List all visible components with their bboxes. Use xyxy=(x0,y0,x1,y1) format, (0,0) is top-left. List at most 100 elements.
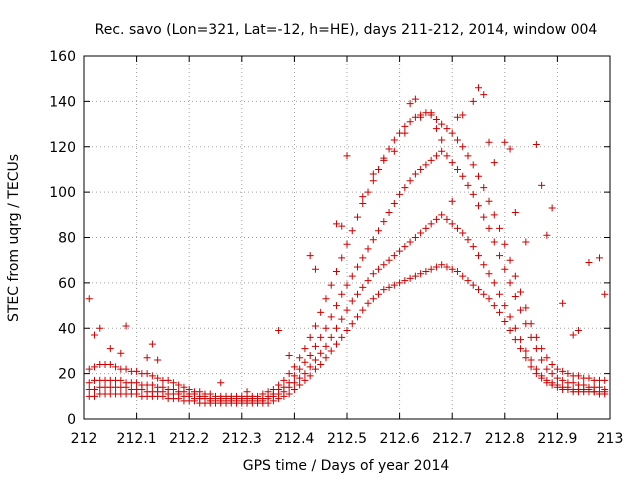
data-point xyxy=(380,286,388,294)
data-point xyxy=(438,136,446,144)
y-tick-label: 160 xyxy=(49,49,76,65)
data-point xyxy=(117,376,125,384)
data-point xyxy=(91,392,99,400)
data-point xyxy=(427,220,435,228)
data-point xyxy=(490,211,498,219)
data-point xyxy=(485,295,493,303)
data-point xyxy=(464,152,472,160)
data-point xyxy=(569,379,577,387)
data-point xyxy=(348,320,356,328)
data-point xyxy=(369,236,377,244)
data-point xyxy=(475,252,482,260)
data-point xyxy=(422,161,430,169)
data-point xyxy=(490,302,498,310)
data-point xyxy=(553,374,561,382)
data-point xyxy=(343,240,351,248)
data-point xyxy=(332,340,340,348)
data-point xyxy=(548,204,556,212)
data-point xyxy=(459,272,467,280)
data-point xyxy=(480,290,488,298)
data-point xyxy=(475,286,482,294)
chart-title: Rec. savo (Lon=321, Lat=-12, h=HE), days… xyxy=(95,22,598,38)
data-point xyxy=(485,197,493,205)
data-point xyxy=(369,295,377,303)
data-point xyxy=(354,313,362,321)
data-point xyxy=(496,224,504,232)
data-point xyxy=(327,333,335,341)
data-point xyxy=(327,313,335,321)
data-point xyxy=(338,290,346,298)
data-point xyxy=(453,268,461,276)
data-point xyxy=(585,374,593,382)
data-point xyxy=(311,356,319,364)
data-point xyxy=(406,238,414,246)
data-point xyxy=(469,281,477,289)
data-point xyxy=(301,376,309,384)
data-point xyxy=(343,306,351,314)
data-point xyxy=(306,372,314,380)
data-point xyxy=(417,165,425,173)
data-point xyxy=(359,283,367,291)
data-point xyxy=(117,349,125,357)
data-point xyxy=(585,258,593,266)
data-point xyxy=(169,379,177,387)
data-point xyxy=(443,215,451,223)
data-point xyxy=(459,172,467,180)
y-axis-label: STEC from uqrg / TECUs xyxy=(6,154,22,322)
data-point xyxy=(317,308,325,316)
x-tick-label: 212 xyxy=(71,431,98,447)
data-point xyxy=(506,145,514,153)
data-point xyxy=(327,347,335,355)
data-point xyxy=(527,320,535,328)
data-point xyxy=(354,263,362,271)
data-point xyxy=(469,190,477,198)
data-point xyxy=(559,367,567,375)
x-tick-label: 212.6 xyxy=(380,431,420,447)
data-point xyxy=(91,386,99,394)
data-point xyxy=(385,145,393,153)
data-point xyxy=(332,220,340,228)
data-point xyxy=(148,340,156,348)
data-point xyxy=(522,238,530,246)
data-point xyxy=(559,299,567,307)
data-point xyxy=(306,252,314,260)
data-point xyxy=(301,370,309,378)
data-point xyxy=(453,165,461,173)
data-point xyxy=(427,265,435,273)
data-point xyxy=(501,240,509,248)
data-point xyxy=(301,358,309,366)
data-point xyxy=(432,125,440,133)
data-point xyxy=(422,224,430,232)
data-point xyxy=(480,184,488,192)
data-point xyxy=(417,113,425,121)
data-point xyxy=(306,333,314,341)
data-point xyxy=(496,308,504,316)
y-tick-label: 20 xyxy=(58,367,76,383)
data-point xyxy=(217,379,225,387)
data-point xyxy=(517,345,525,353)
data-point xyxy=(332,268,340,276)
data-point xyxy=(338,333,346,341)
data-point xyxy=(296,354,304,362)
data-point xyxy=(448,220,456,228)
data-point xyxy=(580,381,588,389)
x-tick-label: 212.2 xyxy=(169,431,209,447)
data-point xyxy=(401,184,409,192)
data-point xyxy=(475,84,482,92)
data-point xyxy=(569,331,577,339)
data-point xyxy=(332,324,340,332)
data-point xyxy=(501,317,509,325)
data-point xyxy=(311,342,319,350)
data-point xyxy=(317,349,325,357)
data-point xyxy=(543,354,551,362)
data-point xyxy=(259,390,267,398)
data-point xyxy=(511,272,519,280)
data-point xyxy=(443,152,451,160)
data-point xyxy=(475,202,482,210)
data-point xyxy=(354,213,362,221)
data-point xyxy=(122,365,130,373)
data-point xyxy=(122,322,130,330)
data-point xyxy=(506,256,514,264)
data-point xyxy=(180,383,188,391)
